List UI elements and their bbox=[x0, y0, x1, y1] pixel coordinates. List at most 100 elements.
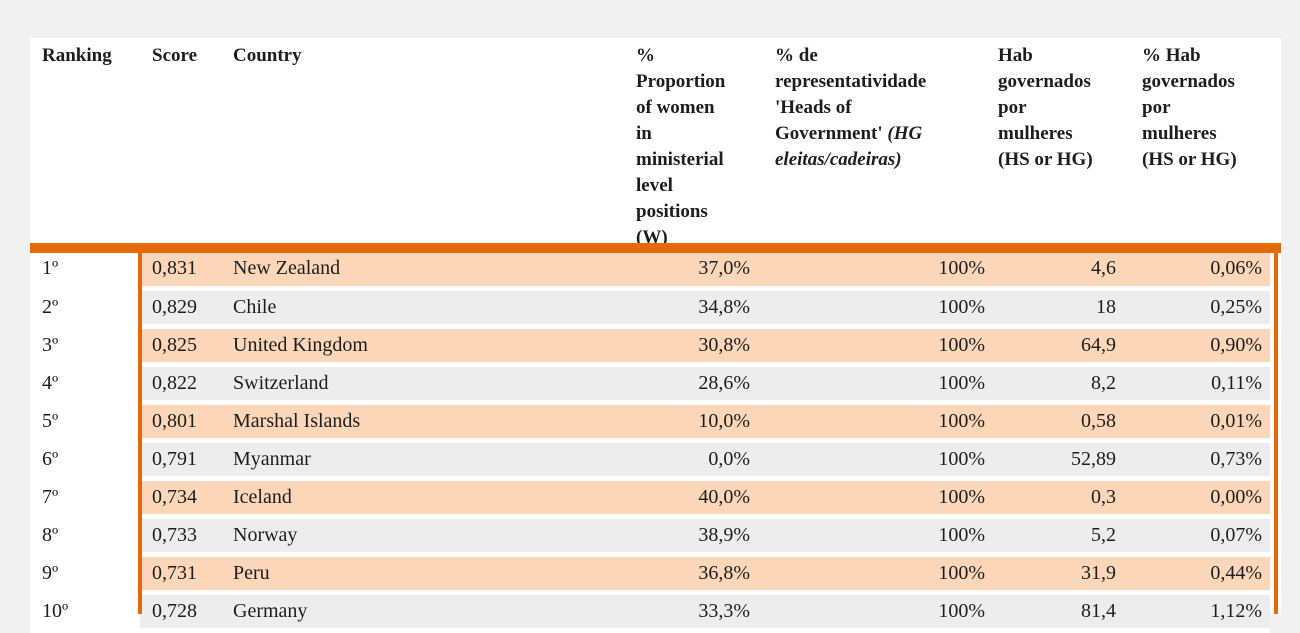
cell-hab-governados: 52,89 bbox=[990, 440, 1128, 481]
cell-score: 0,791 bbox=[140, 440, 225, 481]
cell-country: Peru bbox=[225, 554, 630, 595]
column-header-ranking: Ranking bbox=[30, 38, 140, 252]
cell-pct-hab-governados: 0,06% bbox=[1128, 252, 1270, 291]
header-divider-bar bbox=[30, 243, 1281, 253]
ranking-table: Ranking Score Country % Proportion of wo… bbox=[30, 38, 1270, 633]
cell-score: 0,831 bbox=[140, 252, 225, 291]
ranking-column-separator-line bbox=[138, 253, 142, 614]
cell-pct-women-ministerial: 30,8% bbox=[630, 326, 755, 367]
column-header-pct-women-ministerial: % Proportion of women in ministerial lev… bbox=[630, 38, 755, 252]
cell-pct-women-ministerial: 33,3% bbox=[630, 592, 755, 633]
table-row: 8º 0,733 Norway 38,9% 100% 5,2 0,07% bbox=[30, 516, 1270, 557]
column-header-label-italic: (HG eleitas/cadeiras) bbox=[775, 123, 923, 170]
cell-ranking: 3º bbox=[30, 326, 140, 367]
cell-pct-hab-governados: 0,01% bbox=[1128, 402, 1270, 443]
column-header-hab-governados: Hab governados por mulheres (HS or HG) bbox=[990, 38, 1128, 252]
cell-country: New Zealand bbox=[225, 252, 630, 291]
cell-ranking: 9º bbox=[30, 554, 140, 595]
column-header-pct-hab-governados: % Hab governados por mulheres (HS or HG) bbox=[1128, 38, 1270, 252]
ranking-table-body: 1º 0,831 New Zealand 37,0% 100% 4,6 0,06… bbox=[30, 252, 1270, 633]
cell-score: 0,731 bbox=[140, 554, 225, 595]
cell-pct-women-ministerial: 40,0% bbox=[630, 478, 755, 519]
cell-country: Switzerland bbox=[225, 364, 630, 405]
column-header-pct-heads-gov: % de representatividade 'Heads of Govern… bbox=[755, 38, 990, 252]
table-row: 5º 0,801 Marshal Islands 10,0% 100% 0,58… bbox=[30, 402, 1270, 443]
column-header-score: Score bbox=[140, 38, 225, 252]
cell-pct-heads-gov: 100% bbox=[755, 364, 990, 405]
cell-pct-heads-gov: 100% bbox=[755, 516, 990, 557]
column-header-country: Country bbox=[225, 38, 630, 252]
cell-score: 0,825 bbox=[140, 326, 225, 367]
cell-hab-governados: 5,2 bbox=[990, 516, 1128, 557]
cell-ranking: 5º bbox=[30, 402, 140, 443]
cell-hab-governados: 4,6 bbox=[990, 252, 1128, 291]
cell-hab-governados: 64,9 bbox=[990, 326, 1128, 367]
cell-country: Marshal Islands bbox=[225, 402, 630, 443]
cell-score: 0,801 bbox=[140, 402, 225, 443]
column-header-label: Country bbox=[233, 45, 302, 66]
cell-country: Myanmar bbox=[225, 440, 630, 481]
cell-pct-hab-governados: 0,00% bbox=[1128, 478, 1270, 519]
ranking-table-card: Ranking Score Country % Proportion of wo… bbox=[30, 38, 1281, 633]
cell-pct-hab-governados: 0,44% bbox=[1128, 554, 1270, 595]
column-header-label: Score bbox=[152, 45, 198, 66]
cell-pct-heads-gov: 100% bbox=[755, 326, 990, 367]
header-row: Ranking Score Country % Proportion of wo… bbox=[30, 38, 1270, 252]
cell-country: Norway bbox=[225, 516, 630, 557]
column-header-label: Ranking bbox=[42, 45, 112, 66]
cell-pct-women-ministerial: 28,6% bbox=[630, 364, 755, 405]
cell-pct-hab-governados: 0,25% bbox=[1128, 288, 1270, 329]
cell-country: United Kingdom bbox=[225, 326, 630, 367]
cell-pct-women-ministerial: 0,0% bbox=[630, 440, 755, 481]
cell-country: Iceland bbox=[225, 478, 630, 519]
cell-score: 0,728 bbox=[140, 592, 225, 633]
cell-pct-heads-gov: 100% bbox=[755, 554, 990, 595]
table-row: 1º 0,831 New Zealand 37,0% 100% 4,6 0,06… bbox=[30, 252, 1270, 291]
table-row: 10º 0,728 Germany 33,3% 100% 81,4 1,12% bbox=[30, 592, 1270, 633]
cell-ranking: 7º bbox=[30, 478, 140, 519]
cell-score: 0,829 bbox=[140, 288, 225, 329]
table-row: 3º 0,825 United Kingdom 30,8% 100% 64,9 … bbox=[30, 326, 1270, 367]
cell-hab-governados: 0,58 bbox=[990, 402, 1128, 443]
cell-hab-governados: 0,3 bbox=[990, 478, 1128, 519]
cell-pct-hab-governados: 0,73% bbox=[1128, 440, 1270, 481]
table-row: 4º 0,822 Switzerland 28,6% 100% 8,2 0,11… bbox=[30, 364, 1270, 405]
cell-pct-heads-gov: 100% bbox=[755, 252, 990, 291]
cell-pct-women-ministerial: 10,0% bbox=[630, 402, 755, 443]
cell-hab-governados: 18 bbox=[990, 288, 1128, 329]
cell-score: 0,822 bbox=[140, 364, 225, 405]
cell-pct-heads-gov: 100% bbox=[755, 478, 990, 519]
cell-pct-women-ministerial: 36,8% bbox=[630, 554, 755, 595]
cell-pct-heads-gov: 100% bbox=[755, 592, 990, 633]
table-row: 2º 0,829 Chile 34,8% 100% 18 0,25% bbox=[30, 288, 1270, 329]
cell-pct-women-ministerial: 38,9% bbox=[630, 516, 755, 557]
cell-ranking: 10º bbox=[30, 592, 140, 633]
cell-pct-hab-governados: 0,07% bbox=[1128, 516, 1270, 557]
table-right-edge-line bbox=[1274, 253, 1278, 614]
cell-pct-hab-governados: 1,12% bbox=[1128, 592, 1270, 633]
table-row: 9º 0,731 Peru 36,8% 100% 31,9 0,44% bbox=[30, 554, 1270, 595]
cell-hab-governados: 8,2 bbox=[990, 364, 1128, 405]
cell-country: Germany bbox=[225, 592, 630, 633]
column-header-label: % Hab governados por mulheres (HS or HG) bbox=[1142, 45, 1237, 170]
cell-hab-governados: 31,9 bbox=[990, 554, 1128, 595]
cell-ranking: 4º bbox=[30, 364, 140, 405]
cell-ranking: 8º bbox=[30, 516, 140, 557]
cell-pct-women-ministerial: 34,8% bbox=[630, 288, 755, 329]
column-header-label: % Proportion of women in ministerial lev… bbox=[636, 45, 726, 248]
cell-score: 0,733 bbox=[140, 516, 225, 557]
cell-pct-women-ministerial: 37,0% bbox=[630, 252, 755, 291]
cell-pct-hab-governados: 0,11% bbox=[1128, 364, 1270, 405]
cell-ranking: 6º bbox=[30, 440, 140, 481]
cell-pct-heads-gov: 100% bbox=[755, 402, 990, 443]
cell-ranking: 1º bbox=[30, 252, 140, 291]
cell-pct-heads-gov: 100% bbox=[755, 288, 990, 329]
cell-pct-heads-gov: 100% bbox=[755, 440, 990, 481]
table-row: 7º 0,734 Iceland 40,0% 100% 0,3 0,00% bbox=[30, 478, 1270, 519]
cell-ranking: 2º bbox=[30, 288, 140, 329]
page: { "colors": { "page_background": "#f1f1f… bbox=[30, 38, 1281, 633]
cell-score: 0,734 bbox=[140, 478, 225, 519]
column-header-label: % de representatividade 'Heads of Govern… bbox=[775, 45, 927, 144]
cell-hab-governados: 81,4 bbox=[990, 592, 1128, 633]
table-row: 6º 0,791 Myanmar 0,0% 100% 52,89 0,73% bbox=[30, 440, 1270, 481]
